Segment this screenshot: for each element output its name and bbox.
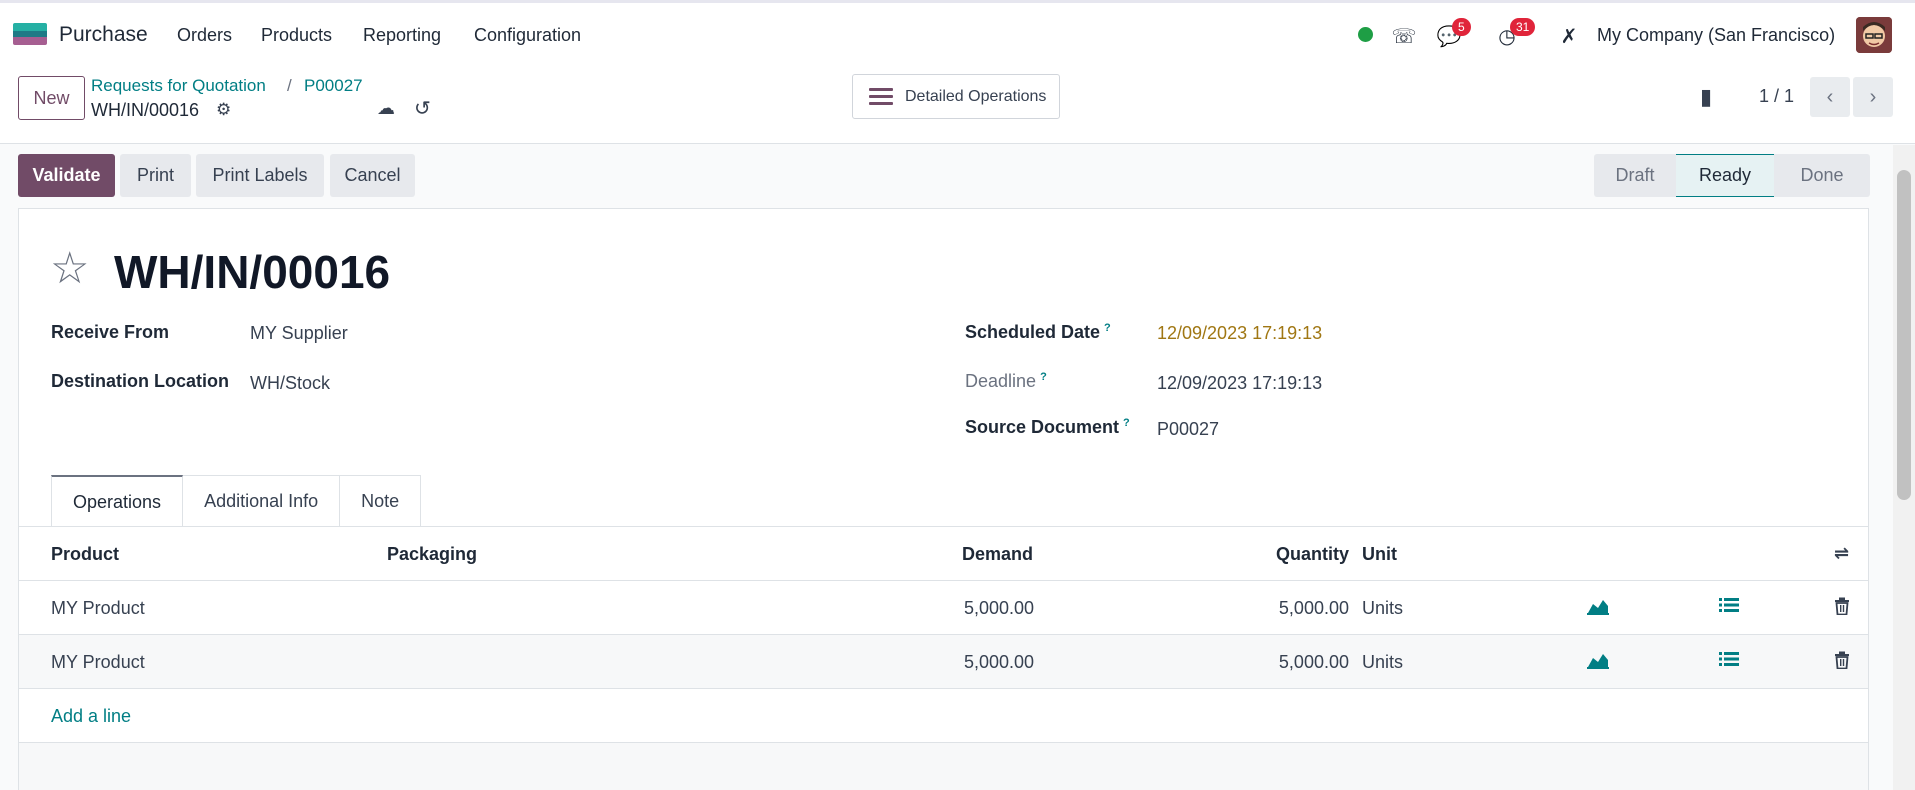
detailed-operations-label: Detailed Operations	[905, 87, 1047, 105]
forecast-chart-icon[interactable]	[1587, 597, 1609, 620]
detailed-operations-button[interactable]: Detailed Operations	[852, 74, 1060, 119]
tab-additional-info[interactable]: Additional Info	[183, 475, 341, 527]
status-bar: Draft Ready Done	[1594, 154, 1870, 197]
receive-from-label: Receive From	[51, 322, 170, 342]
control-panel: New Requests for Quotation / P00027 WH/I…	[0, 66, 1915, 144]
source-document-label: Source Document?	[965, 417, 1130, 437]
print-labels-button[interactable]: Print Labels	[196, 154, 324, 197]
stage-ready[interactable]: Ready	[1676, 154, 1774, 197]
user-avatar[interactable]	[1856, 17, 1892, 53]
discard-changes-icon[interactable]: ↺	[414, 98, 431, 120]
pager-value[interactable]: 1 / 1	[1759, 86, 1795, 106]
empty-row	[19, 742, 1868, 790]
row-quantity[interactable]: 5,000.00	[1278, 652, 1349, 672]
tab-note[interactable]: Note	[340, 475, 422, 527]
table-row[interactable]: MY Product 5,000.00 5,000.00 Units	[19, 580, 1868, 634]
star-icon[interactable]: ☆	[50, 244, 90, 293]
forecast-chart-icon[interactable]	[1587, 651, 1609, 674]
menu-orders[interactable]: Orders	[177, 25, 233, 45]
menu-reporting[interactable]: Reporting	[363, 25, 442, 45]
row-demand[interactable]: 5,000.00	[964, 598, 1035, 618]
app-logo-icon[interactable]	[13, 23, 47, 45]
header-quantity[interactable]: Quantity	[1275, 544, 1349, 564]
receive-from-field[interactable]: MY Supplier	[250, 323, 348, 343]
row-product[interactable]: MY Product	[51, 652, 145, 672]
app-name[interactable]: Purchase	[59, 23, 148, 46]
save-cloud-icon[interactable]: ☁	[377, 98, 395, 118]
add-a-line-link[interactable]: Add a line	[51, 706, 132, 726]
trash-icon[interactable]	[1834, 651, 1850, 674]
new-button[interactable]: New	[18, 76, 85, 120]
destination-location-label: Destination Location	[51, 371, 230, 391]
notebook-tabs: Operations Additional Info Note	[51, 475, 422, 527]
bookmark-icon[interactable]: ▮	[1700, 84, 1713, 109]
print-button[interactable]: Print	[120, 154, 191, 197]
row-quantity[interactable]: 5,000.00	[1278, 598, 1349, 618]
table-header: Product Packaging Demand Quantity Unit ⇌	[19, 526, 1868, 580]
page-scrollbar[interactable]	[1893, 145, 1915, 790]
pager-next-button[interactable]: ›	[1853, 77, 1893, 117]
source-document-field[interactable]: P00027	[1157, 419, 1220, 439]
menu-configuration[interactable]: Configuration	[474, 25, 582, 45]
breadcrumb-rfq-link[interactable]: Requests for Quotation	[91, 76, 266, 95]
details-list-icon[interactable]	[1719, 651, 1739, 672]
breadcrumb-current: WH/IN/00016	[91, 100, 200, 120]
header-packaging[interactable]: Packaging	[387, 544, 478, 564]
scheduled-date-label: Scheduled Date?	[965, 322, 1111, 342]
header-product[interactable]: Product	[51, 544, 120, 564]
header-unit[interactable]: Unit	[1362, 544, 1397, 564]
pager-previous-button[interactable]: ‹	[1810, 77, 1850, 117]
top-navbar: Purchase Orders Products Reporting Confi…	[0, 0, 1915, 66]
table-row[interactable]: MY Product 5,000.00 5,000.00 Units	[19, 634, 1868, 688]
row-unit[interactable]: Units	[1362, 652, 1404, 672]
help-icon[interactable]: ?	[1040, 371, 1047, 383]
help-icon[interactable]: ?	[1123, 417, 1130, 429]
scrollbar-thumb[interactable]	[1897, 170, 1911, 500]
destination-location-field[interactable]: WH/Stock	[250, 373, 331, 393]
breadcrumb-po-link[interactable]: P00027	[304, 76, 363, 95]
gear-icon[interactable]: ⚙	[216, 100, 232, 119]
phone-icon[interactable]: ☏	[1391, 25, 1417, 48]
deadline-field[interactable]: 12/09/2023 17:19:13	[1157, 373, 1323, 393]
add-line-row: Add a line	[19, 688, 1868, 742]
record-title: WH/IN/00016	[114, 246, 391, 298]
tools-icon[interactable]: ✗	[1560, 25, 1578, 48]
messages-badge: 5	[1452, 18, 1471, 36]
deadline-label: Deadline?	[965, 371, 1047, 391]
cancel-button[interactable]: Cancel	[330, 154, 415, 197]
stage-done[interactable]: Done	[1774, 154, 1870, 197]
trash-icon[interactable]	[1834, 597, 1850, 620]
menu-products[interactable]: Products	[261, 25, 333, 45]
validate-button[interactable]: Validate	[18, 154, 115, 197]
activities-badge: 31	[1510, 18, 1536, 36]
help-icon[interactable]: ?	[1104, 322, 1111, 334]
optional-columns-icon[interactable]: ⇌	[1834, 543, 1850, 563]
row-product[interactable]: MY Product	[51, 598, 145, 618]
list-icon	[869, 84, 893, 109]
breadcrumb-separator: /	[287, 76, 292, 95]
presence-status-icon	[1358, 27, 1373, 42]
header-demand[interactable]: Demand	[962, 544, 1034, 564]
form-sheet: ☆ WH/IN/00016 Receive From MY Supplier D…	[18, 208, 1869, 790]
company-switcher[interactable]: My Company (San Francisco)	[1597, 25, 1836, 45]
row-demand[interactable]: 5,000.00	[964, 652, 1035, 672]
tab-operations[interactable]: Operations	[51, 475, 184, 527]
operations-table: Product Packaging Demand Quantity Unit ⇌…	[19, 526, 1868, 790]
stage-draft[interactable]: Draft	[1594, 154, 1676, 197]
row-unit[interactable]: Units	[1362, 598, 1404, 618]
details-list-icon[interactable]	[1719, 597, 1739, 618]
scheduled-date-field[interactable]: 12/09/2023 17:19:13	[1157, 323, 1323, 343]
